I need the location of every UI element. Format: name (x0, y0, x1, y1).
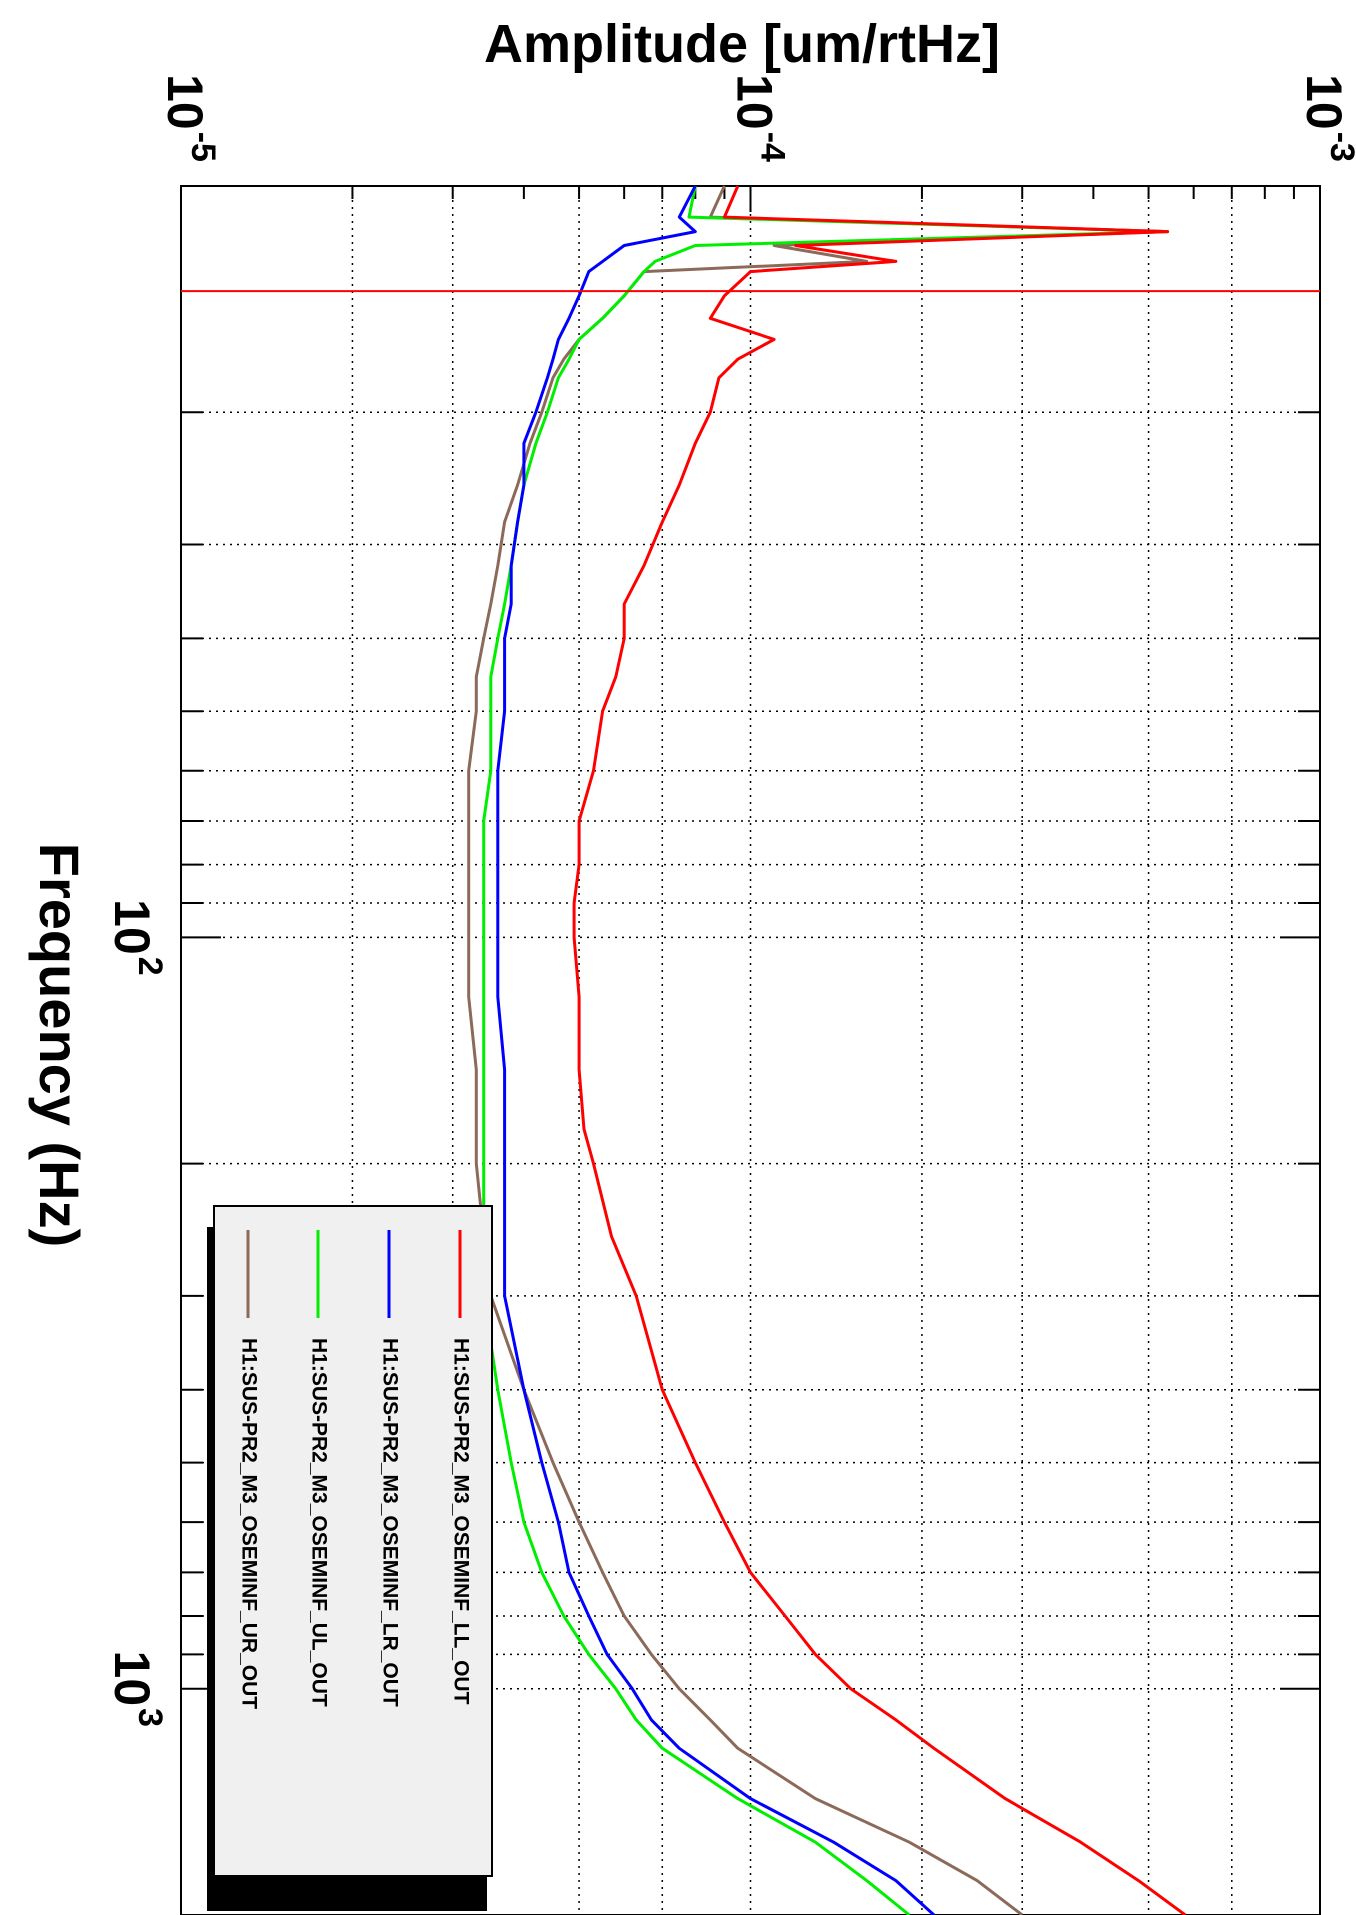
legend-label: H1:SUS-PR2_M3_OSEMINF_LL_OUT (449, 1338, 472, 1705)
tick-label-text: 10-5 (157, 74, 222, 162)
tick-label-text: 10-4 (726, 74, 791, 162)
tick-label-text: 102 (104, 899, 169, 976)
legend-box (213, 1205, 493, 1877)
legend-label: H1:SUS-PR2_M3_OSEMINF_UR_OUT (237, 1338, 260, 1709)
tick-label-exponent: 2 (131, 957, 169, 976)
axis-ticks (180, 185, 1320, 1915)
legend-entries: H1:SUS-PR2_M3_OSEMINF_LL_OUT H1:SUS-PR2_M… (237, 1230, 472, 1709)
legend-label: H1:SUS-PR2_M3_OSEMINF_UL_OUT (307, 1338, 330, 1707)
tick-label-exponent: -3 (1323, 132, 1356, 162)
series-line-h1-sus-pr2-m3-oseminf-ll-out (572, 185, 1187, 1915)
series-line-h1-sus-pr2-m3-oseminf-lr-out (496, 185, 936, 1915)
x-axis-tick-labels: 102 103 (104, 899, 169, 1727)
tick-label-exponent: -5 (184, 132, 222, 162)
amplitude-tick-label: 10-4 (726, 74, 791, 162)
y-axis-title: Amplitude [um/rtHz] (484, 14, 1000, 74)
tick-label-exponent: 3 (131, 1708, 169, 1727)
x-axis-title: Frequency (Hz) (28, 843, 91, 1248)
tick-label-text: 103 (104, 1651, 169, 1728)
legend-entry: H1:SUS-PR2_M3_OSEMINF_LL_OUT (449, 1338, 472, 1705)
legend-entry: H1:SUS-PR2_M3_OSEMINF_UR_OUT (237, 1338, 260, 1709)
frequency-tick-label: 103 (104, 1651, 169, 1728)
legend-label: H1:SUS-PR2_M3_OSEMINF_LR_OUT (378, 1338, 401, 1707)
series-line-h1-sus-pr2-m3-oseminf-ul-out (482, 185, 1170, 1915)
frequency-tick-label: 102 (104, 899, 169, 976)
tick-label-text: 10-3 (1296, 74, 1356, 162)
y-axis-tick-labels: 10-5 10-4 10-3 (157, 74, 1356, 162)
legend: H1:SUS-PR2_M3_OSEMINF_LL_OUT H1:SUS-PR2_M… (207, 1205, 493, 1911)
amplitude-tick-label: 10-3 (1296, 74, 1356, 162)
legend-entry: H1:SUS-PR2_M3_OSEMINF_LR_OUT (378, 1338, 401, 1707)
legend-entry: H1:SUS-PR2_M3_OSEMINF_UL_OUT (307, 1338, 330, 1707)
tick-label-exponent: -4 (754, 132, 792, 162)
series-layer (467, 185, 1187, 1915)
amplitude-tick-label: 10-5 (157, 74, 222, 162)
